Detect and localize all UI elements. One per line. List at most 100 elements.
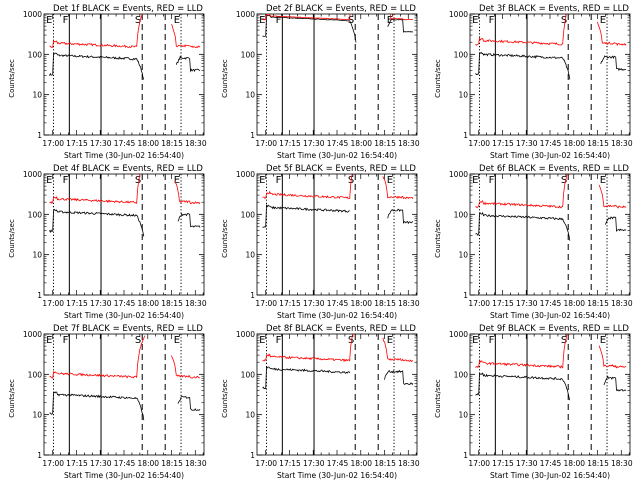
series-line-events [475, 211, 571, 241]
y-tick-label: 10 [458, 91, 468, 100]
marker-label: E [46, 175, 52, 186]
marker-label: S [348, 335, 354, 346]
series-line-events [475, 372, 571, 401]
x-axis-label: Start Time (30-Jun-02 16:54:40) [490, 311, 610, 320]
y-tick-label: 100 [241, 370, 256, 379]
x-tick-label: 18:15 [587, 459, 609, 468]
x-tick-label: 17:45 [540, 459, 562, 468]
panel-title: Det 8f BLACK = Events, RED = LLD [266, 324, 416, 334]
y-tick-label: 100 [28, 210, 43, 219]
x-tick-label: 17:45 [327, 299, 349, 308]
marker-label: F [63, 175, 69, 186]
series-line-lld [598, 184, 627, 209]
panel-title: Det 2f BLACK = Events, RED = LLD [266, 4, 416, 14]
x-tick-label: 17:15 [492, 139, 514, 148]
series-line-events [175, 55, 201, 73]
y-tick-label: 1 [250, 291, 255, 300]
x-tick-label: 18:00 [563, 139, 585, 148]
x-tick-label: 18:00 [563, 459, 585, 468]
marker-label: E [472, 175, 478, 186]
y-axis-label: Counts/sec [221, 59, 229, 98]
x-tick-label: 17:30 [516, 139, 538, 148]
x-tick-label: 17:45 [540, 299, 562, 308]
series-line-events [262, 203, 350, 228]
y-axis-label: Counts/sec [221, 219, 229, 258]
y-tick-label: 1000 [23, 10, 42, 19]
series-line-events [475, 51, 571, 80]
marker-label: E [600, 15, 606, 26]
panel-title: Det 5f BLACK = Events, RED = LLD [266, 164, 416, 174]
marker-label: E [472, 335, 478, 346]
series-line-lld [475, 174, 568, 209]
marker-label: E [387, 175, 393, 186]
series-line-lld [49, 14, 143, 48]
x-tick-label: 18:15 [374, 139, 396, 148]
x-axis-label: Start Time (30-Jun-02 16:54:40) [64, 151, 184, 160]
y-tick-label: 1000 [449, 170, 468, 179]
series-line-lld [171, 23, 201, 49]
series-line-lld [262, 334, 354, 363]
x-tick-label: 18:00 [137, 139, 159, 148]
panel-det-8f: Det 8f BLACK = Events, RED = LLD Counts/s… [221, 324, 420, 480]
x-tick-label: 17:15 [66, 459, 88, 468]
series-line-events [262, 365, 351, 390]
y-tick-label: 100 [454, 370, 469, 379]
panel-det-5f: Det 5f BLACK = Events, RED = LLD Counts/s… [221, 164, 420, 320]
panel-det-6f: Det 6f BLACK = Events, RED = LLD Counts/s… [434, 164, 633, 320]
x-tick-label: 17:30 [303, 459, 325, 468]
y-tick-label: 10 [32, 251, 42, 260]
series-line-lld [174, 180, 201, 205]
panel-det-2f: Det 2f BLACK = Events, RED = LLD Counts/s… [221, 4, 420, 160]
plot-frame [43, 13, 205, 136]
y-axis-label: Counts/sec [8, 379, 16, 418]
marker-label: E [259, 335, 265, 346]
x-tick-label: 18:00 [350, 459, 372, 468]
x-tick-label: 18:30 [611, 459, 633, 468]
x-tick-label: 17:30 [516, 299, 538, 308]
y-tick-label: 10 [245, 251, 255, 260]
y-tick-label: 10 [245, 411, 255, 420]
series-line-lld [49, 335, 145, 379]
marker-label: E [600, 175, 606, 186]
series-line-lld [382, 337, 414, 363]
marker-label: E [259, 175, 265, 186]
x-tick-label: 18:15 [374, 459, 396, 468]
marker-label: F [489, 175, 495, 186]
y-tick-label: 1000 [236, 10, 255, 19]
x-tick-label: 17:00 [468, 139, 490, 148]
x-tick-label: 17:45 [114, 459, 136, 468]
marker-label: S [135, 175, 141, 186]
x-tick-label: 18:15 [161, 139, 183, 148]
x-tick-label: 17:30 [303, 299, 325, 308]
x-tick-label: 18:30 [611, 139, 633, 148]
x-tick-label: 18:30 [185, 459, 207, 468]
y-tick-label: 10 [458, 411, 468, 420]
marker-label: S [135, 335, 141, 346]
x-tick-label: 17:15 [66, 139, 88, 148]
x-axis-label: Start Time (30-Jun-02 16:54:40) [277, 471, 397, 480]
y-tick-label: 100 [28, 370, 43, 379]
y-tick-label: 100 [28, 50, 43, 59]
x-tick-label: 18:15 [587, 139, 609, 148]
x-tick-label: 18:30 [398, 299, 420, 308]
x-tick-label: 18:00 [350, 139, 372, 148]
x-tick-label: 17:15 [492, 299, 514, 308]
panel-title: Det 3f BLACK = Events, RED = LLD [479, 4, 629, 14]
y-tick-label: 1 [463, 451, 468, 460]
series-line-events [49, 52, 145, 80]
marker-label: E [472, 15, 478, 26]
series-line-events [49, 208, 145, 237]
x-tick-label: 18:15 [161, 459, 183, 468]
x-tick-label: 17:30 [90, 139, 112, 148]
series-line-lld [475, 334, 568, 369]
panel-det-1f: Det 1f BLACK = Events, RED = LLD Counts/s… [8, 4, 207, 160]
x-tick-label: 17:45 [540, 139, 562, 148]
panel-det-7f: Det 7f BLACK = Events, RED = LLD Counts/s… [8, 324, 207, 480]
plot-frame [469, 13, 631, 136]
series-line-events [603, 375, 627, 392]
y-tick-label: 10 [458, 251, 468, 260]
y-tick-label: 100 [454, 210, 469, 219]
series-line-events [605, 216, 627, 232]
x-tick-label: 17:00 [255, 459, 277, 468]
marker-label: S [561, 335, 567, 346]
